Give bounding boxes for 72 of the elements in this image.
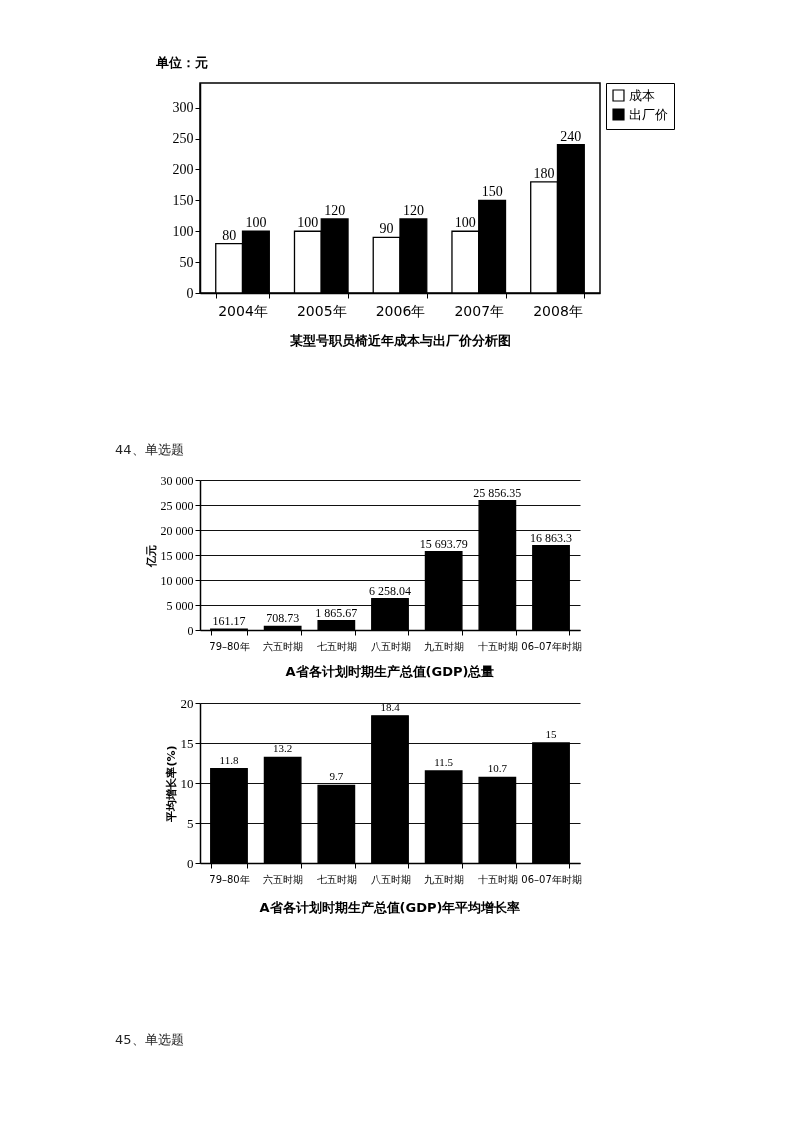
data-label: 161.17 [212, 614, 246, 629]
y-tick-label: 30 000 [160, 473, 194, 488]
y-tick-label: 15 [180, 735, 194, 751]
x-tick-label: 九五时期 [424, 640, 465, 652]
data-label: 9.7 [329, 770, 344, 783]
x-tick-label: 06–07年时期 [521, 873, 582, 885]
data-label: 25 856.35 [473, 485, 522, 500]
data-label: 11.8 [219, 753, 239, 766]
y-tick-label: 150 [172, 192, 194, 208]
y-tick-label: 50 [179, 254, 194, 270]
data-label: 16 863.3 [530, 530, 573, 545]
x-tick-label: 2005年 [296, 302, 347, 319]
data-label: 180 [533, 165, 555, 181]
x-tick-label: 2007年 [454, 302, 505, 319]
y-axis-title: 亿元 [144, 544, 158, 568]
x-tick-label: 2004年 [218, 302, 268, 319]
x-tick-label: 十五时期 [477, 640, 518, 652]
data-label: 6 258.04 [369, 583, 411, 598]
y-tick-label: 10 [180, 775, 194, 791]
y-tick-label: 5 [187, 815, 194, 831]
data-label: 13.2 [273, 742, 293, 755]
text: A省各计划时期生产总值(GDP)总量 [285, 664, 495, 679]
legend-label: 成本 [629, 87, 655, 103]
y-axis-title: 单位：元 [154, 54, 208, 70]
x-tick-label: 八五时期 [370, 873, 411, 885]
y-tick-label: 300 [172, 100, 194, 116]
y-tick-label: 0 [187, 623, 194, 638]
data-label: 100 [297, 215, 319, 231]
legend-label: 出厂价 [629, 106, 668, 122]
data-label: 120 [402, 202, 424, 218]
text: A省各计划时期生产总值(GDP)年平均增长率 [259, 900, 521, 915]
text: 某型号职员椅近年成本与出厂价分析图 [288, 333, 511, 348]
text: 44、单选题 [115, 442, 184, 457]
x-tick-label: 06–07年时期 [521, 640, 582, 652]
data-label: 1 865.67 [315, 605, 358, 620]
data-label: 15 693.79 [419, 536, 468, 551]
y-tick-label: 100 [172, 223, 194, 239]
y-tick-label: 25 000 [160, 498, 194, 513]
x-tick-label: 九五时期 [424, 873, 465, 885]
x-tick-label: 七五时期 [316, 640, 357, 652]
y-tick-label: 0 [187, 855, 194, 871]
y-tick-label: 20 [180, 695, 194, 711]
y-axis-title: 平均增长率(%) [164, 745, 178, 823]
y-tick-label: 10 000 [160, 573, 194, 588]
x-tick-label: 2006年 [375, 302, 426, 319]
data-label: 120 [324, 202, 346, 218]
x-tick-label: 八五时期 [370, 640, 411, 652]
data-label: 100 [454, 215, 476, 231]
y-tick-label: 250 [172, 131, 194, 147]
y-tick-label: 5 000 [166, 598, 194, 613]
data-label: 150 [481, 184, 503, 200]
data-label: 80 [222, 227, 237, 243]
data-label: 18.4 [380, 700, 401, 713]
data-label: 15 [545, 728, 558, 740]
y-tick-label: 0 [186, 285, 194, 301]
x-tick-label: 六五时期 [263, 873, 304, 885]
data-label: 90 [379, 221, 394, 237]
data-label: 100 [245, 215, 267, 231]
text: 45、单选题 [115, 1032, 184, 1047]
x-tick-label: 六五时期 [263, 640, 304, 652]
data-label: 240 [560, 128, 582, 144]
y-tick-label: 200 [172, 161, 194, 177]
data-label: 708.73 [266, 611, 300, 626]
x-tick-label: 79–80年 [209, 640, 250, 652]
data-label: 10.7 [487, 762, 508, 775]
x-tick-label: 2008年 [533, 302, 583, 319]
data-label: 11.5 [434, 756, 454, 768]
y-tick-label: 20 000 [160, 523, 194, 538]
x-tick-label: 十五时期 [477, 873, 518, 885]
x-tick-label: 79–80年 [209, 873, 250, 885]
x-tick-label: 七五时期 [316, 873, 357, 885]
y-tick-label: 15 000 [160, 548, 194, 563]
